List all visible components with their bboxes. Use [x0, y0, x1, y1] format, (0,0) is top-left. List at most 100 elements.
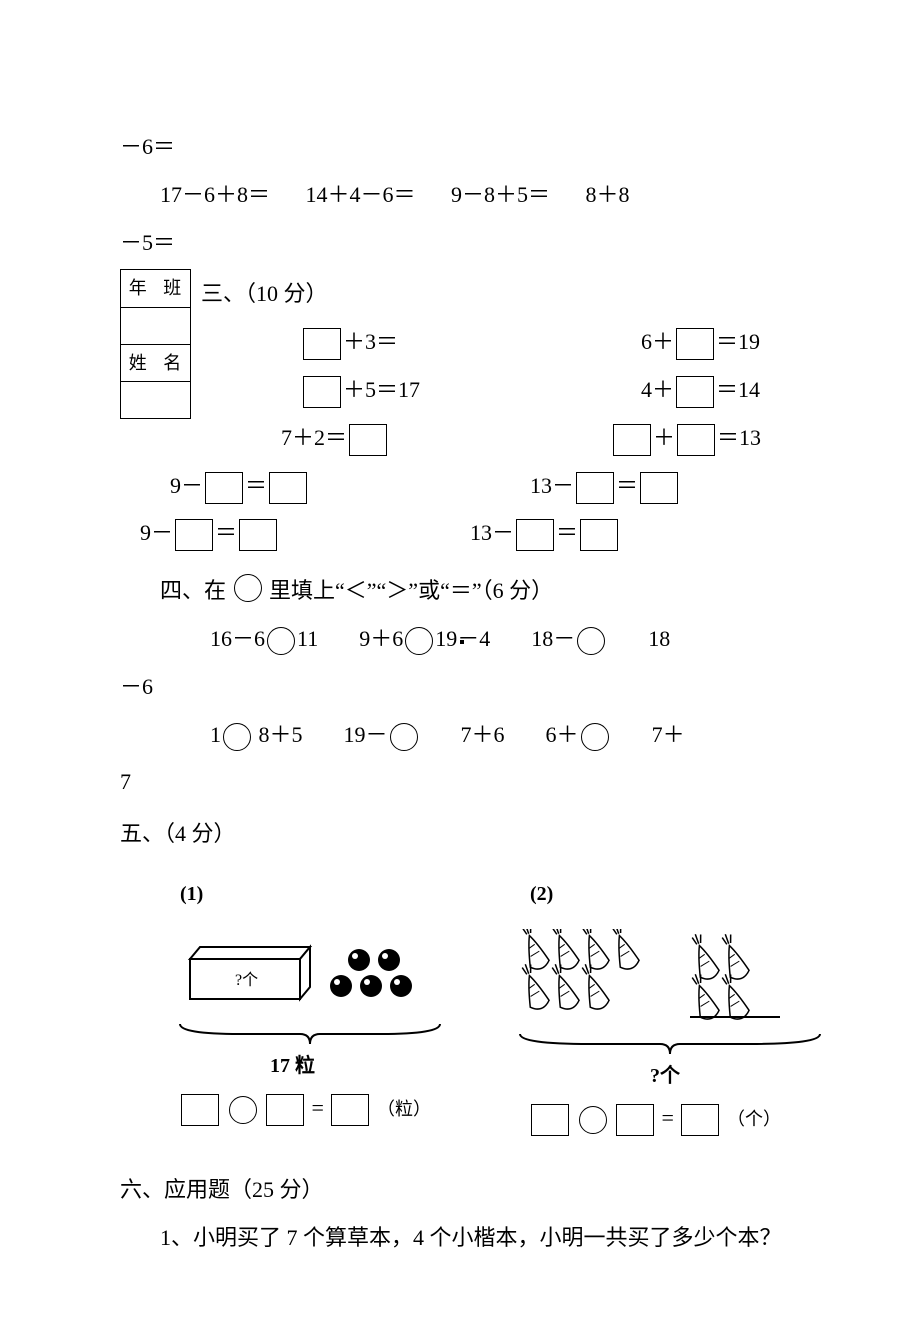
expr: 9－8＋5＝ — [451, 182, 550, 207]
answer-box[interactable] — [205, 472, 243, 504]
arith-row-2: 17－6＋8＝ 14＋4－6＝ 9－8＋5＝ 8＋8 — [120, 174, 800, 216]
txt: 6＋ — [546, 722, 579, 747]
txt: 19－ — [344, 722, 388, 747]
p2-equation: = （个） — [510, 1097, 800, 1139]
txt: 18 — [648, 626, 670, 651]
sec3-expr: 7＋2＝ — [201, 417, 581, 459]
p1-figure: ?个 17 粒 — [160, 919, 450, 1069]
answer-box[interactable] — [640, 472, 678, 504]
txt: 8＋5 — [259, 722, 303, 747]
compare-circle[interactable] — [577, 627, 605, 655]
dot-icon — [330, 975, 352, 997]
carrots-icon — [510, 929, 830, 1039]
expr: 14＋4－6＝ — [306, 182, 416, 207]
answer-box[interactable] — [239, 519, 277, 551]
sec3-row: 9－＝13－＝ — [120, 465, 800, 507]
p1-box-text: ?个 — [235, 971, 258, 989]
answer-box[interactable] — [303, 376, 341, 408]
dot-icon — [378, 949, 400, 971]
answer-box[interactable] — [175, 519, 213, 551]
section-6-title: 六、应用题（25 分） — [120, 1169, 800, 1211]
txt: 7＋ — [652, 722, 685, 747]
sec4-row2-tail: 7 — [120, 761, 800, 803]
p1-label: (1) — [160, 875, 450, 913]
sec3-row: 7＋2＝＋＝13 — [120, 417, 800, 459]
sec4-row2: 1 8＋5 19－ 7＋6 6＋ 7＋ — [120, 714, 800, 756]
sec3-expr: 6＋＝19 — [601, 321, 920, 363]
stray-dot — [460, 640, 464, 644]
problem-2: (2) — [510, 875, 800, 1139]
answer-box[interactable] — [613, 424, 651, 456]
sec3-expr: 9－＝ — [120, 465, 470, 507]
compare-circle[interactable] — [390, 723, 418, 751]
answer-box[interactable] — [616, 1104, 654, 1136]
op-circle[interactable] — [579, 1106, 607, 1134]
p2-unit: （个） — [727, 1109, 781, 1129]
sec3-expr: ＋5＝17 — [201, 369, 601, 411]
student-info-table: 年 班 姓 名 — [120, 269, 191, 418]
expr: 8＋8 — [586, 182, 630, 207]
sec3-expr: ＋3＝ — [201, 321, 601, 363]
sec3-row: ＋3＝6＋＝19 — [120, 321, 800, 363]
frag-line-1: －6＝ — [120, 126, 800, 168]
sec3-expr: 13－＝ — [470, 465, 830, 507]
compare-circle[interactable] — [223, 723, 251, 751]
dot-icon — [390, 975, 412, 997]
worksheet-page: －6＝ 17－6＋8＝ 14＋4－6＝ 9－8＋5＝ 8＋8 －5＝ 年 班 姓… — [0, 0, 920, 1324]
blank-class[interactable] — [121, 307, 191, 344]
txt: 16－6 — [210, 626, 265, 651]
equals: = — [662, 1105, 680, 1130]
txt: 19－4 — [435, 626, 490, 651]
compare-circle[interactable] — [267, 627, 295, 655]
compare-circle[interactable] — [405, 627, 433, 655]
answer-box[interactable] — [531, 1104, 569, 1136]
section-3-title: 三、（10 分） — [120, 269, 800, 315]
answer-box[interactable] — [681, 1104, 719, 1136]
answer-box[interactable] — [331, 1094, 369, 1126]
problem-1: (1) ?个 — [160, 875, 450, 1139]
sec4-row1: 16－611 9＋619－4 18－ 18 — [120, 618, 800, 660]
answer-box[interactable] — [676, 376, 714, 408]
blank-name[interactable] — [121, 381, 191, 418]
answer-box[interactable] — [677, 424, 715, 456]
txt: 9＋6 — [359, 626, 403, 651]
answer-box[interactable] — [580, 519, 618, 551]
label-class: 年 班 — [121, 270, 191, 307]
q6-1: 1、小明买了 7 个算草本，4 个小楷本，小明一共买了多少个本？ — [120, 1217, 800, 1259]
p2-label: (2) — [510, 875, 800, 913]
answer-box[interactable] — [266, 1094, 304, 1126]
section-4-title: 四、在 里填上“＜”“＞”或“＝”（6 分） — [120, 570, 800, 612]
box-3d-icon: ?个 — [180, 939, 320, 1009]
answer-box[interactable] — [269, 472, 307, 504]
section-3-header-row: 年 班 姓 名 三、（10 分） ＋3＝6＋＝19＋5＝174＋＝147＋2＝＋… — [120, 269, 800, 560]
equals: = — [312, 1095, 330, 1120]
p1-unit: （粒） — [377, 1099, 431, 1119]
sec3-expr: 13－＝ — [440, 512, 770, 554]
compare-circle[interactable] — [581, 723, 609, 751]
section-3-body: ＋3＝6＋＝19＋5＝174＋＝147＋2＝＋＝139－＝13－＝9－＝13－＝ — [120, 321, 800, 554]
answer-box[interactable] — [181, 1094, 219, 1126]
txt: 1 — [210, 722, 221, 747]
answer-box[interactable] — [516, 519, 554, 551]
sec3-row: ＋5＝174＋＝14 — [120, 369, 800, 411]
expr: 17－6＋8＝ — [160, 182, 270, 207]
answer-box[interactable] — [676, 328, 714, 360]
txt: 11 — [297, 626, 318, 651]
underline-icon — [690, 1015, 790, 1019]
answer-box[interactable] — [349, 424, 387, 456]
circle-icon — [234, 574, 262, 602]
txt: 7＋6 — [461, 722, 505, 747]
answer-box[interactable] — [303, 328, 341, 360]
sec3-expr: ＋＝13 — [581, 417, 911, 459]
p1-equation: = （粒） — [160, 1087, 450, 1129]
answer-box[interactable] — [576, 472, 614, 504]
sec3-expr: 4＋＝14 — [601, 369, 920, 411]
sec3-row: 9－＝13－＝ — [120, 512, 800, 554]
section-5-body: (1) ?个 — [120, 875, 800, 1139]
p1-caption: 17 粒 — [270, 1047, 315, 1085]
dot-icon — [360, 975, 382, 997]
brace-icon — [170, 1019, 450, 1049]
op-circle[interactable] — [229, 1096, 257, 1124]
p2-caption: ?个 — [650, 1057, 680, 1095]
brace-icon — [510, 1029, 830, 1059]
